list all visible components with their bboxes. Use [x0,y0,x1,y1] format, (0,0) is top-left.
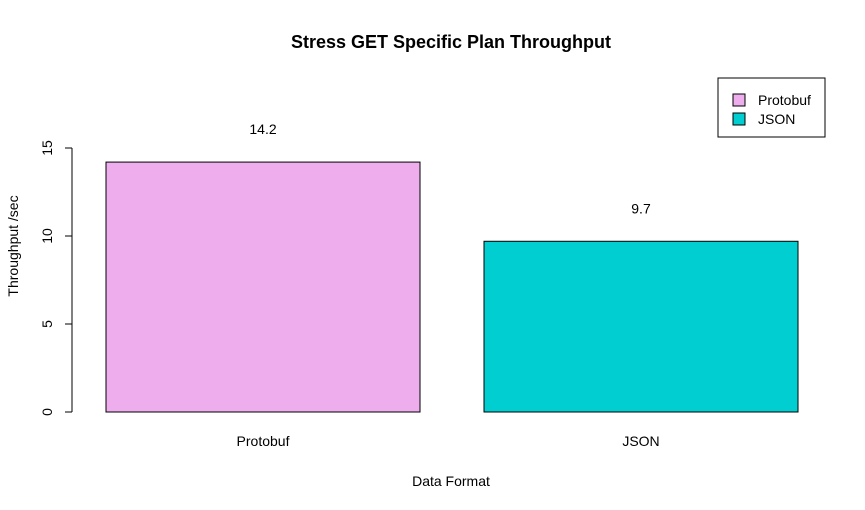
y-tick-label: 10 [39,228,55,244]
legend-swatch [732,93,746,107]
y-tick-label: 0 [39,408,55,416]
legend-swatch [732,112,746,126]
legend-label: Protobuf [758,92,811,108]
data-labels: 14.2 9.7 [249,121,651,216]
y-tick-label: 5 [39,320,55,328]
bar-json [483,240,799,413]
x-tick-labels: Protobuf JSON [237,433,660,449]
data-label: 9.7 [631,200,651,216]
bars-group [105,161,799,413]
legend-box [717,77,826,138]
legend-entries: Protobuf JSON [732,92,811,127]
chart-title: Stress GET Specific Plan Throughput [291,32,611,52]
y-tick-label: 15 [39,140,55,156]
bar-protobuf [105,161,421,413]
legend-label: JSON [758,111,795,127]
x-tick-label: JSON [622,433,659,449]
data-label: 14.2 [249,121,276,137]
legend: Protobuf JSON [717,77,826,138]
x-tick-label: Protobuf [237,433,290,449]
y-axis-label: Throughput /sec [5,195,21,296]
y-axis: 0 5 10 15 [39,140,73,416]
x-axis-label: Data Format [412,473,490,489]
